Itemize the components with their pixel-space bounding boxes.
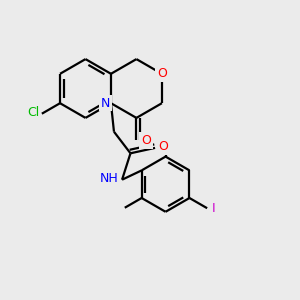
Text: I: I	[212, 202, 215, 215]
Text: O: O	[158, 140, 168, 153]
Text: O: O	[157, 67, 167, 80]
Text: NH: NH	[100, 172, 119, 185]
Text: O: O	[141, 134, 151, 147]
Text: Cl: Cl	[27, 106, 40, 119]
Text: N: N	[101, 97, 110, 110]
